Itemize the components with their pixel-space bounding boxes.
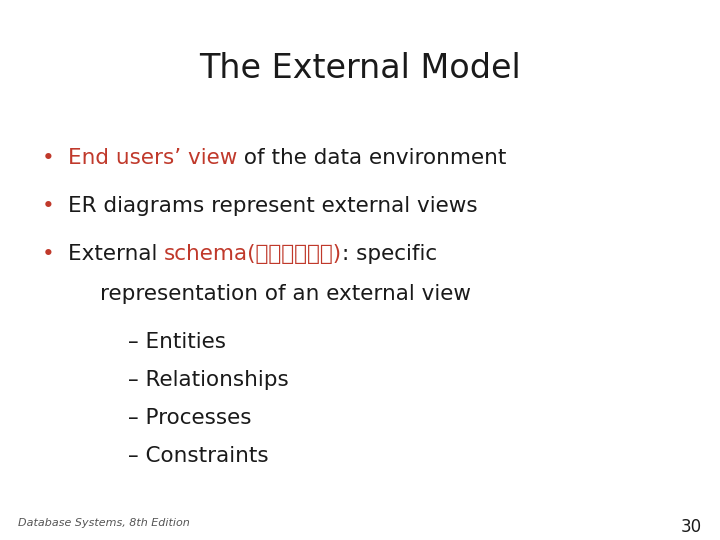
Text: •: • <box>42 196 55 216</box>
Text: schema(外部結構描述): schema(外部結構描述) <box>164 244 343 264</box>
Text: of the data environment: of the data environment <box>238 148 507 168</box>
Text: – Relationships: – Relationships <box>128 370 289 390</box>
Text: •: • <box>42 148 55 168</box>
Text: – Entities: – Entities <box>128 332 226 352</box>
Text: – Processes: – Processes <box>128 408 251 428</box>
Text: Database Systems, 8th Edition: Database Systems, 8th Edition <box>18 518 190 528</box>
Text: End users’ view: End users’ view <box>68 148 238 168</box>
Text: ER diagrams represent external views: ER diagrams represent external views <box>68 196 477 216</box>
Text: 30: 30 <box>681 518 702 536</box>
Text: External: External <box>68 244 164 264</box>
Text: – Constraints: – Constraints <box>128 446 269 466</box>
Text: •: • <box>42 244 55 264</box>
Text: : specific: : specific <box>343 244 438 264</box>
Text: The External Model: The External Model <box>199 52 521 85</box>
Text: representation of an external view: representation of an external view <box>100 284 471 304</box>
